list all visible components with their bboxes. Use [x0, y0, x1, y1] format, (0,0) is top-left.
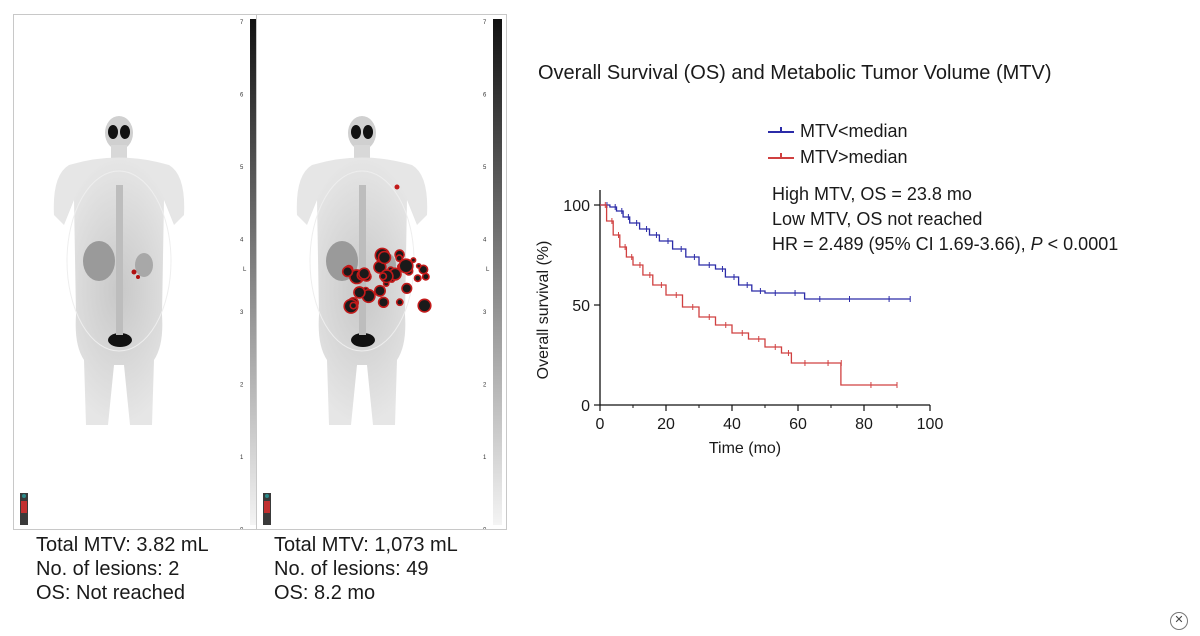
- scale-tick-label: 4: [240, 238, 244, 244]
- lesion-dot: [349, 301, 358, 310]
- scale-tick-label: 7: [240, 20, 244, 26]
- series-line-high-mtv: [600, 204, 897, 386]
- legend-item-high-mtv: MTV>median: [768, 144, 908, 170]
- intensity-scale-bar: [493, 19, 502, 525]
- y-tick-label: 0: [581, 398, 590, 415]
- scale-tick-label: 3: [483, 310, 487, 316]
- scale-tick-label: 2: [483, 383, 487, 389]
- chart-title: Overall Survival (OS) and Metabolic Tumo…: [538, 62, 1052, 84]
- y-tick-label: 50: [572, 298, 590, 315]
- scan-right-caption: Total MTV: 1,073 mL No. of lesions: 49 O…: [274, 533, 458, 605]
- pet-scan-left-image: 7 6 5 4 3 2 1 0 L: [20, 19, 259, 530]
- lesion-dot: [378, 272, 388, 281]
- head: [348, 116, 376, 150]
- scale-tick-label: 0: [483, 528, 487, 530]
- annotation-high-mtv: High MTV, OS = 23.8 mo: [772, 184, 972, 204]
- km-survival-chart: 0 20 40 60 80 100 0 50 100 Time (mo) Overall survi…: [535, 190, 944, 457]
- liver: [83, 241, 115, 281]
- scale-tick-label: 2: [240, 383, 244, 389]
- x-tick-label: 80: [855, 416, 873, 433]
- scale-tick-label: 1: [483, 455, 487, 461]
- y-axis-label: Overall survival (%): [535, 241, 552, 380]
- orientation-figure-icon: [20, 493, 28, 525]
- scale-tick-label: 1: [240, 455, 244, 461]
- lesion-dot: [341, 265, 354, 278]
- y-tick-label: 100: [563, 198, 590, 215]
- legend-swatch-high-mtv: [768, 151, 794, 163]
- lesion-dot: [357, 267, 371, 280]
- scale-mark-label: L: [243, 267, 247, 273]
- scale-tick-label: 4: [483, 238, 487, 244]
- legend-label-low-mtv: MTV<median: [800, 121, 908, 141]
- intensity-scale-bar: [250, 19, 259, 525]
- bladder-uptake: [351, 333, 375, 347]
- lesion-dot: [398, 258, 414, 274]
- scan-right-total-mtv: Total MTV: 1,073 mL: [274, 534, 458, 556]
- pet-scan-right-image: 7 6 5 4 3 2 1 0 L: [263, 19, 502, 530]
- scale-tick-label: 3: [240, 310, 244, 316]
- legend-label-high-mtv: MTV>median: [800, 147, 908, 167]
- lesion-dot: [131, 269, 137, 275]
- orientation-figure-icon: [263, 493, 271, 525]
- scale-tick-label: 0: [240, 528, 244, 530]
- bladder-uptake: [108, 333, 132, 347]
- x-tick-label: 60: [789, 416, 807, 433]
- pet-scan-left-panel: 7 6 5 4 3 2 1 0 L: [13, 14, 264, 530]
- pet-scan-right-panel: 7 6 5 4 3 2 1 0 L: [256, 14, 507, 530]
- brain-uptake: [120, 125, 130, 139]
- scale-tick-label: 6: [483, 93, 487, 99]
- lesion-dot: [377, 296, 390, 308]
- lesion-dot: [418, 264, 429, 275]
- body-silhouette: [296, 116, 432, 425]
- scan-left-lesions: No. of lesions: 2: [36, 558, 180, 580]
- scale-tick-label: 7: [483, 20, 487, 26]
- scan-left-os: OS: Not reached: [36, 582, 185, 604]
- chart-annotations: High MTV, OS = 23.8 mo Low MTV, OS not r…: [772, 182, 1118, 257]
- x-tick-label: 20: [657, 416, 675, 433]
- annotation-hazard-ratio: HR = 2.489 (95% CI 1.69-3.66), P < 0.000…: [772, 234, 1119, 254]
- scale-tick-label: 5: [240, 165, 244, 171]
- x-tick-label: 40: [723, 416, 741, 433]
- lesion-dot: [394, 184, 400, 190]
- series-line-low-mtv: [600, 204, 911, 300]
- scale-mark-label: L: [486, 267, 490, 273]
- kidney: [135, 253, 153, 277]
- lesion-dot: [417, 298, 432, 313]
- chart-legend: MTV<median MTV>median: [768, 118, 908, 170]
- legend-swatch-low-mtv: [768, 125, 794, 137]
- lesion-dot: [377, 250, 392, 265]
- x-tick-label: 0: [596, 416, 605, 433]
- spine: [359, 185, 366, 335]
- lesion-dot: [395, 254, 404, 263]
- body-silhouette: [53, 116, 185, 425]
- spine: [116, 185, 123, 335]
- brain-uptake: [108, 125, 118, 139]
- lesion-dot: [401, 282, 413, 295]
- x-tick-label: 100: [917, 416, 944, 433]
- lesion-dot: [353, 286, 366, 299]
- brain-uptake: [363, 125, 373, 139]
- x-axis-label: Time (mo): [709, 440, 781, 457]
- lesion-dot: [374, 284, 387, 297]
- scale-tick-label: 6: [240, 93, 244, 99]
- lesion-dot: [395, 298, 404, 307]
- scan-left-caption: Total MTV: 3.82 mL No. of lesions: 2 OS:…: [36, 533, 209, 605]
- lesion-dot: [410, 257, 417, 264]
- annotation-low-mtv: Low MTV, OS not reached: [772, 209, 983, 229]
- legend-item-low-mtv: MTV<median: [768, 118, 908, 144]
- head: [105, 116, 133, 150]
- brain-uptake: [351, 125, 361, 139]
- close-icon[interactable]: ✕: [1170, 612, 1188, 630]
- lesion-dot: [415, 262, 422, 269]
- scan-left-total-mtv: Total MTV: 3.82 mL: [36, 534, 209, 556]
- scan-right-lesions: No. of lesions: 49: [274, 558, 429, 580]
- lesion-dot: [413, 274, 422, 283]
- lesion-dot: [136, 275, 140, 279]
- scan-right-os: OS: 8.2 mo: [274, 582, 376, 604]
- scale-tick-label: 5: [483, 165, 487, 171]
